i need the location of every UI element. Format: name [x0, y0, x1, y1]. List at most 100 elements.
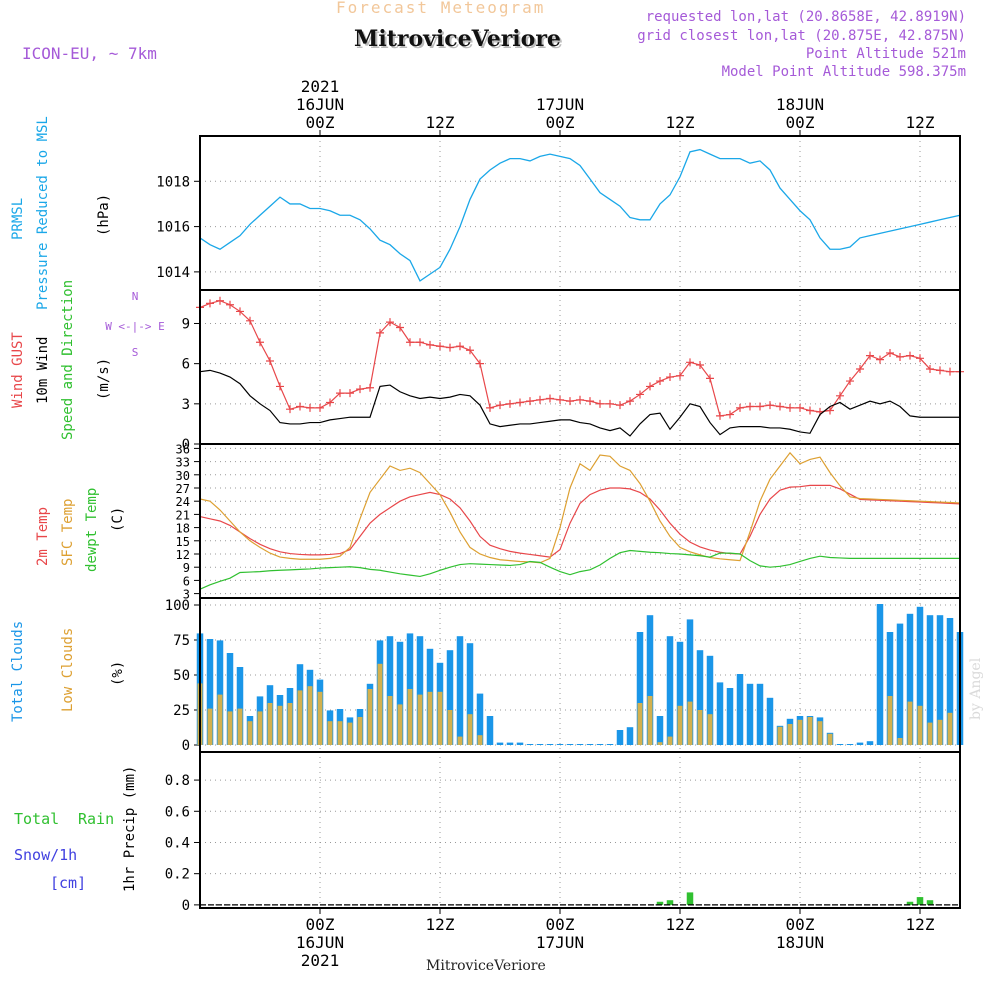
- total-cloud-bar: [456, 636, 464, 745]
- total-cloud-bar: [696, 650, 704, 745]
- low-cloud-bar: [247, 721, 253, 745]
- total-cloud-bar: [446, 650, 454, 745]
- snow-label: Snow/1h: [14, 846, 77, 864]
- y-tick-label: 12: [176, 548, 190, 562]
- rain-bar: [656, 901, 664, 905]
- total-cloud-bar: [386, 636, 394, 745]
- gust-point: [646, 382, 654, 391]
- total-precip-label: Total: [14, 810, 59, 828]
- y-tick-label: 0.2: [165, 867, 190, 883]
- gust-point: [356, 385, 364, 394]
- gust-point: [476, 359, 484, 368]
- gust-point: [206, 299, 214, 308]
- low-cloud-bar: [317, 691, 323, 745]
- precip-unit-label: 1hr Precip (mm): [122, 766, 138, 892]
- gust-point: [456, 342, 464, 351]
- total-cloud-bar: [746, 683, 754, 745]
- low-cloud-bar: [307, 686, 313, 745]
- y-tick-label: 0: [182, 898, 190, 914]
- total-cloud-bar: [936, 615, 944, 745]
- gust-point: [676, 371, 684, 380]
- gust-point: [526, 397, 534, 406]
- gust-point: [716, 411, 724, 420]
- low-cloud-bar: [447, 710, 453, 745]
- y-tick-label: 3: [183, 588, 190, 602]
- low-cloud-bar: [637, 703, 643, 745]
- total-cloud-bar: [476, 693, 484, 745]
- gust-point: [586, 397, 594, 406]
- gust-point: [436, 342, 444, 351]
- y-tick-label: 1018: [156, 174, 190, 190]
- sfc-temp-label: SFC Temp: [60, 499, 76, 566]
- y-tick-label: 100: [165, 598, 190, 614]
- gust-point: [836, 391, 844, 400]
- total-cloud-bar: [946, 618, 954, 745]
- total-cloud-bar: [626, 727, 634, 745]
- gust-point: [896, 352, 904, 361]
- total-cloud-bar: [556, 744, 564, 745]
- total-cloud-bar: [896, 623, 904, 745]
- low-cloud-bar: [927, 722, 933, 745]
- gust-point: [706, 374, 714, 383]
- gust-point: [756, 402, 764, 411]
- wind-speed-dir-label: Speed and Direction: [60, 280, 76, 440]
- time-label-bottom: 12Z: [426, 915, 455, 934]
- total-cloud-bar: [766, 697, 774, 745]
- gust-point: [776, 402, 784, 411]
- total-cloud-bar: [206, 639, 214, 745]
- time-label-bottom: 2021: [301, 951, 340, 970]
- rain-bar: [666, 900, 674, 905]
- low-cloud-bar: [647, 696, 653, 745]
- gust-point: [626, 397, 634, 406]
- low-cloud-bar: [227, 711, 233, 745]
- total-cloud-bar: [836, 744, 844, 745]
- total-cloud-bar: [536, 744, 544, 745]
- y-tick-label: 0.4: [165, 835, 190, 851]
- time-label-bottom: 00Z: [546, 915, 575, 934]
- gust-point: [366, 383, 374, 392]
- gust-point: [876, 355, 884, 364]
- total-cloud-bar: [926, 615, 934, 745]
- y-tick-label: 3: [182, 397, 190, 413]
- gust-point: [536, 395, 544, 404]
- gust-point: [636, 390, 644, 399]
- y-tick-label: 25: [173, 703, 190, 719]
- y-tick-label: 24: [176, 495, 190, 509]
- gust-point: [696, 360, 704, 369]
- time-label-top: 16JUN: [296, 95, 344, 114]
- y-tick-label: 0.8: [165, 773, 190, 789]
- gust-point: [446, 343, 454, 352]
- total-cloud-bar: [606, 744, 614, 745]
- gust-point: [906, 351, 914, 360]
- y-tick-label: 0: [182, 437, 190, 453]
- time-label-top: 12Z: [426, 113, 455, 132]
- time-label-top: 2021: [301, 77, 340, 96]
- total-cloud-bar: [496, 742, 504, 745]
- low-cloud-bar: [817, 721, 823, 745]
- low-cloud-bar: [327, 721, 333, 745]
- low-cloud-bar: [937, 719, 943, 745]
- low-cloud-bar: [357, 717, 363, 745]
- y-tick-label: 9: [183, 561, 190, 575]
- low-cloud-bar: [397, 704, 403, 745]
- gust-point: [916, 354, 924, 363]
- location-title: MitroviceVeriore: [354, 26, 561, 52]
- y-tick-label: 27: [176, 482, 190, 496]
- low-cloud-bar: [437, 691, 443, 745]
- gust-point: [316, 403, 324, 412]
- total-cloud-bar: [396, 641, 404, 745]
- total-cloud-bar: [646, 615, 654, 745]
- low-cloud-bar: [287, 703, 293, 745]
- gust-point: [826, 406, 834, 415]
- gust-point: [506, 399, 514, 408]
- low-cloud-bar: [787, 724, 793, 745]
- low-cloud-bar: [807, 717, 813, 745]
- total-cloud-bar: [416, 636, 424, 745]
- y-tick-label: 1016: [156, 220, 190, 236]
- gust-point: [406, 338, 414, 347]
- low-cloud-bar: [267, 703, 273, 745]
- gust-point: [396, 323, 404, 332]
- total-cloud-bar: [866, 741, 874, 745]
- y-tick-label: 33: [176, 456, 190, 470]
- low-cloud-bar: [467, 714, 473, 745]
